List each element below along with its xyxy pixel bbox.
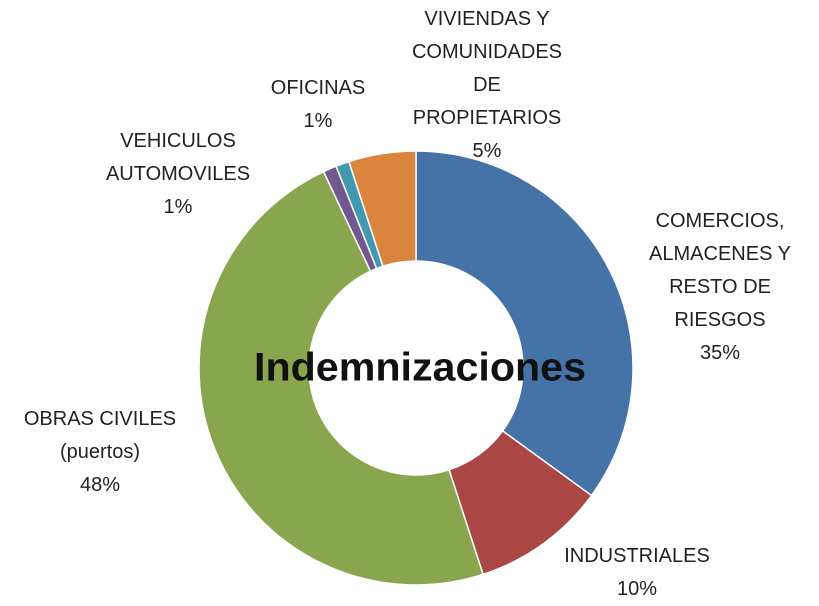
slice-label: OFICINAS 1% xyxy=(271,72,365,138)
category-label: VEHICULOS AUTOMOVILES xyxy=(105,130,251,185)
category-label: VIVIENDAS Y COMUNIDADES DE PROPIETARIOS xyxy=(411,8,563,129)
value-label: 48% xyxy=(79,474,121,496)
slice-label: INDUSTRIALES 10% xyxy=(564,540,710,606)
donut-slice xyxy=(415,150,634,497)
donut-slice xyxy=(347,150,417,268)
value-label: 1% xyxy=(303,110,333,132)
slice-label: COMERCIOS, ALMACENES Y RESTO DE RIESGOS 3… xyxy=(649,205,791,370)
donut-slice xyxy=(198,170,485,586)
value-label: 10% xyxy=(616,578,658,600)
category-label: COMERCIOS, ALMACENES Y RESTO DE RIESGOS xyxy=(649,210,791,331)
category-label: INDUSTRIALES xyxy=(564,545,710,567)
value-label: 1% xyxy=(163,196,193,218)
value-label: 35% xyxy=(699,342,741,364)
value-label: 5% xyxy=(472,140,502,162)
category-label: OFICINAS xyxy=(270,77,366,99)
category-label: OBRAS CIVILES (puertos) xyxy=(23,408,177,463)
slice-label: VEHICULOS AUTOMOVILES 1% xyxy=(106,125,250,224)
slice-label: OBRAS CIVILES (puertos) 48% xyxy=(24,403,176,502)
chart-title: Indemnizaciones xyxy=(254,346,586,390)
slice-label: VIVIENDAS Y COMUNIDADES DE PROPIETARIOS 5… xyxy=(412,3,562,168)
